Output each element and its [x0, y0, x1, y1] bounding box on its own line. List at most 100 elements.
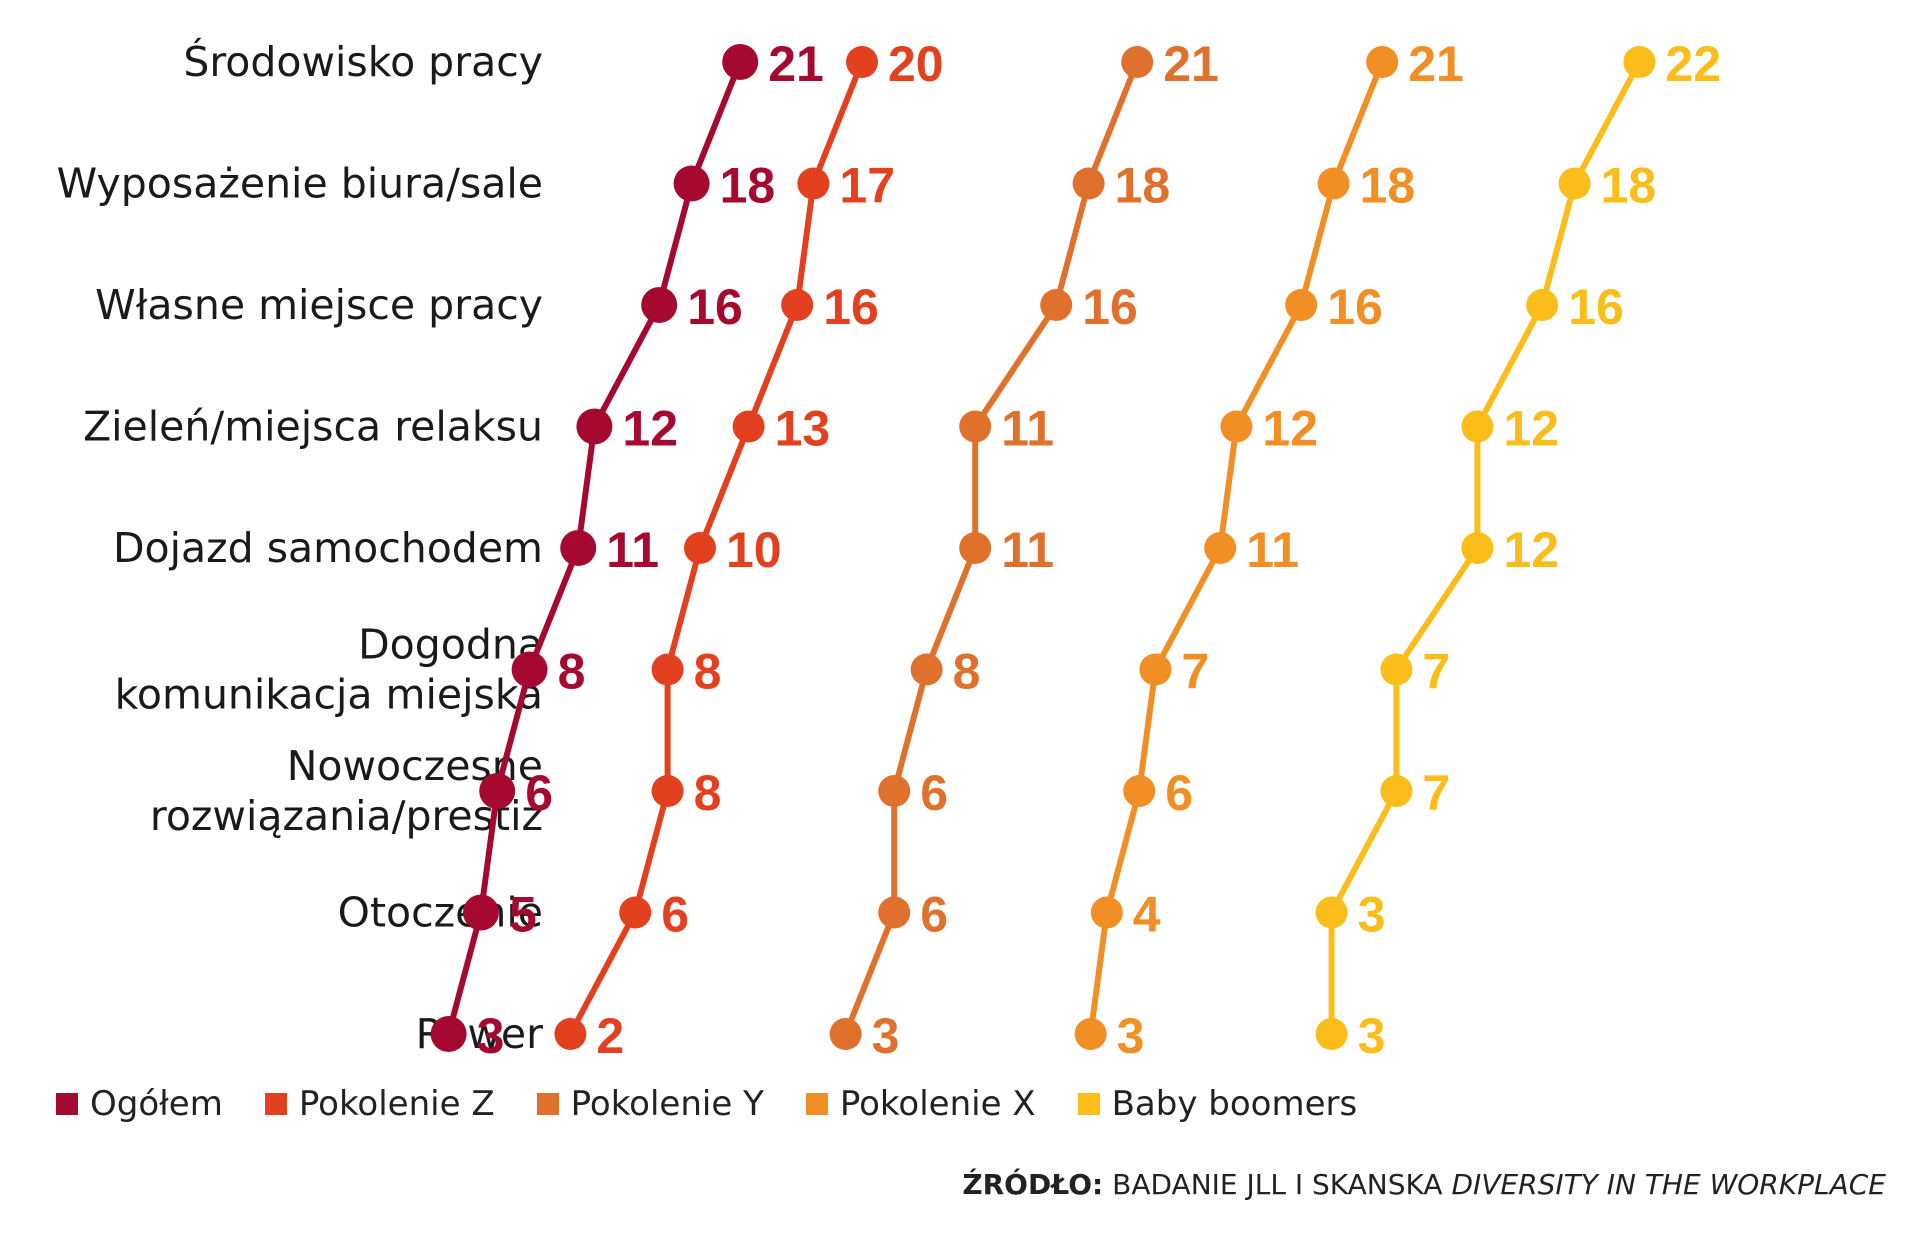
data-point [1220, 410, 1253, 443]
data-point [1461, 532, 1494, 564]
data-point [651, 653, 684, 686]
legend-label: Pokolenie X [839, 1084, 1036, 1124]
data-label: 3 [1117, 1008, 1145, 1064]
data-point [1526, 289, 1559, 321]
data-label: 13 [775, 401, 831, 457]
data-point [722, 44, 759, 80]
data-label: 6 [920, 887, 948, 943]
data-point [1623, 46, 1656, 78]
data-point [641, 287, 678, 323]
data-point [1558, 167, 1591, 200]
data-label: 18 [720, 158, 776, 214]
data-label: 16 [1082, 279, 1138, 335]
category-label: Własne miejsce pracy [95, 281, 543, 329]
legend-label: Baby boomers [1111, 1084, 1358, 1124]
data-point [1090, 896, 1123, 929]
data-point [1366, 46, 1399, 78]
data-point [479, 773, 516, 809]
source-label: ŹRÓDŁO: [962, 1168, 1104, 1201]
data-label: 2 [596, 1008, 624, 1064]
data-point [846, 46, 878, 78]
data-label: 6 [920, 765, 948, 821]
data-label: 6 [1165, 765, 1193, 821]
data-label: 11 [1246, 522, 1299, 578]
legend-swatch [536, 1093, 559, 1115]
data-label: 18 [1360, 158, 1416, 214]
data-label: 12 [1262, 401, 1318, 457]
data-label: 16 [1568, 279, 1624, 335]
data-point [1380, 775, 1413, 807]
legend-item: Baby boomers [1077, 1084, 1358, 1124]
data-point [732, 410, 765, 443]
source-note: ŹRÓDŁO: BADANIE JLL I SKANSKA DIVERSITY … [962, 1168, 1886, 1201]
data-label: 6 [661, 887, 689, 943]
data-label: 16 [823, 279, 879, 335]
legend: Ogółem Pokolenie Z Pokolenie Y Pokolenie X B… [56, 1084, 1399, 1124]
data-label: 12 [1503, 401, 1559, 457]
data-label: 5 [509, 887, 537, 943]
legend-label: Pokolenie Z [298, 1084, 495, 1124]
legend-item: Pokolenie Y [536, 1084, 764, 1124]
data-point [1315, 1018, 1348, 1050]
data-point [684, 532, 716, 564]
data-point [1461, 410, 1494, 443]
source-title: DIVERSITY IN THE WORKPLACE [1451, 1168, 1886, 1201]
data-label: 12 [1503, 522, 1559, 578]
data-label: 21 [1163, 36, 1219, 92]
data-point [781, 289, 814, 321]
legend-label: Ogółem [90, 1084, 223, 1124]
legend-item: Pokolenie X [805, 1084, 1036, 1124]
data-point [576, 408, 613, 445]
data-point [829, 1018, 862, 1050]
data-label: 8 [694, 644, 722, 700]
data-point [560, 530, 597, 566]
category-label: Dogodna [358, 621, 543, 669]
category-label: Dojazd samochodem [113, 524, 543, 572]
legend-item: Ogółem [56, 1084, 223, 1124]
data-label: 21 [768, 36, 824, 92]
data-label: 10 [726, 522, 782, 578]
data-point [554, 1018, 587, 1050]
data-point [1139, 653, 1172, 686]
data-point [878, 896, 911, 929]
data-point [463, 894, 499, 931]
data-point [1204, 532, 1237, 564]
data-point [878, 775, 911, 807]
data-point [910, 653, 943, 686]
data-point [1040, 289, 1073, 321]
data-point [959, 532, 992, 564]
data-label: 8 [694, 765, 722, 821]
source-text: BADANIE JLL I SKANSKA [1112, 1168, 1443, 1201]
category-label: Otoczenie [338, 889, 543, 937]
data-label: 17 [839, 158, 895, 214]
data-point [673, 165, 710, 202]
data-label: 6 [525, 765, 553, 821]
data-label: 3 [477, 1008, 505, 1064]
data-point [797, 167, 830, 200]
category-label: Środowisko pracy [183, 38, 543, 86]
category-label: rozwiązania/prestiż [150, 792, 543, 840]
legend-item: Pokolenie Z [264, 1084, 495, 1124]
data-label: 3 [872, 1008, 900, 1064]
data-label: 16 [1327, 279, 1383, 335]
category-label: Zieleń/miejsca relaksu [83, 403, 543, 451]
data-label: 22 [1665, 36, 1721, 92]
data-label: 11 [1001, 522, 1054, 578]
data-point [1380, 653, 1413, 686]
data-label: 21 [1408, 36, 1464, 92]
data-label: 11 [606, 522, 659, 578]
category-label: Wyposażenie biura/sale [57, 160, 543, 208]
data-point [959, 410, 992, 443]
data-point [619, 896, 652, 929]
data-point [651, 775, 684, 807]
legend-swatch [805, 1093, 828, 1115]
category-label: komunikacja miejska [115, 671, 543, 719]
legend-swatch [1077, 1093, 1100, 1115]
data-point [1121, 46, 1154, 78]
data-point [430, 1016, 467, 1052]
data-label: 20 [888, 36, 944, 92]
data-label: 3 [1358, 887, 1386, 943]
data-label: 12 [622, 401, 678, 457]
data-label: 16 [687, 279, 743, 335]
data-label: 18 [1601, 158, 1657, 214]
